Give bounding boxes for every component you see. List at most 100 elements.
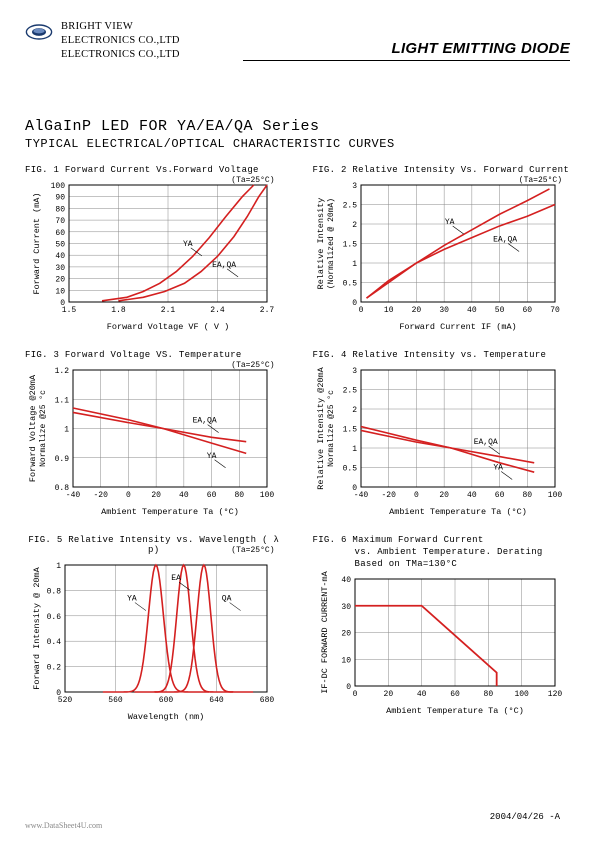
svg-text:2.7: 2.7 [260,306,275,315]
svg-text:2.5: 2.5 [342,201,357,210]
svg-text:0.4: 0.4 [47,638,62,647]
company-logo-icon [25,22,53,42]
svg-text:0: 0 [56,689,61,698]
svg-text:YA: YA [493,463,503,472]
sub-title: TYPICAL ELECTRICAL/OPTICAL CHARACTERISTI… [25,137,570,151]
svg-text:50: 50 [494,306,504,315]
svg-text:EA,QA: EA,QA [493,235,517,244]
svg-text:0: 0 [352,299,357,308]
svg-text:1.8: 1.8 [111,306,126,315]
svg-text:40: 40 [179,491,189,500]
svg-text:QA: QA [222,594,232,603]
fig3-chart: -40-200204060801000.80.911.11.2EA,QAYAAm… [25,362,275,517]
svg-text:0: 0 [352,690,357,699]
svg-text:80: 80 [483,690,493,699]
footer-date: 2004/04/26 -A [490,812,560,822]
svg-text:Wavelength (nm): Wavelength (nm) [128,712,205,722]
page: BRIGHT VIEW ELECTRONICS CO.,LTD ELECTRON… [0,0,595,742]
svg-text:2.4: 2.4 [210,306,225,315]
svg-text:0.5: 0.5 [342,279,357,288]
svg-text:-20: -20 [94,491,109,500]
svg-text:20: 20 [411,306,421,315]
svg-text:1: 1 [56,562,61,571]
svg-text:20: 20 [383,690,393,699]
svg-text:60: 60 [522,306,532,315]
svg-text:80: 80 [522,491,532,500]
fig5-ta: (Ta=25°C) [231,546,274,555]
svg-text:1.2: 1.2 [55,367,70,376]
svg-text:40: 40 [341,576,351,585]
svg-text:90: 90 [55,193,65,202]
header-rule [243,60,570,61]
svg-text:0.6: 0.6 [47,612,62,621]
svg-text:60: 60 [207,491,217,500]
svg-text:680: 680 [260,696,275,705]
svg-text:10: 10 [55,287,65,296]
svg-text:0.8: 0.8 [55,484,70,493]
svg-text:80: 80 [234,491,244,500]
svg-text:100: 100 [51,182,66,191]
svg-text:3: 3 [352,182,357,191]
svg-text:1: 1 [352,445,357,454]
fig4-title: FIG. 4 Relative Intensity vs. Temperatur… [313,350,571,360]
svg-text:100: 100 [514,690,529,699]
fig4-cell: FIG. 4 Relative Intensity vs. Temperatur… [313,350,571,517]
fig2-chart: 01020304050607000.511.522.53YAEA,QAForwa… [313,177,563,332]
fig3-cell: FIG. 3 Forward Voltage VS. Temperature (… [25,350,283,517]
svg-text:30: 30 [55,263,65,272]
svg-text:30: 30 [341,602,351,611]
svg-text:40: 40 [416,690,426,699]
fig1-ta: (Ta=25°C) [231,176,274,185]
svg-text:Ambient Temperature Ta (°C): Ambient Temperature Ta (°C) [101,507,239,517]
svg-text:EA,QA: EA,QA [473,438,497,447]
fig6-title3: Based on TMa=130°C [355,559,571,569]
svg-text:EA,QA: EA,QA [193,416,217,425]
svg-text:YA: YA [207,451,217,460]
svg-text:0: 0 [60,299,65,308]
svg-text:Relative Intensity: Relative Intensity [316,197,326,289]
svg-text:YA: YA [127,594,137,603]
svg-text:20: 20 [341,629,351,638]
fig1-title: FIG. 1 Forward Current Vs.Forward Voltag… [25,165,283,175]
svg-text:2.1: 2.1 [161,306,176,315]
company-line1: BRIGHT VIEW [61,20,180,34]
svg-text:0: 0 [346,683,351,692]
svg-text:10: 10 [383,306,393,315]
product-title: LIGHT EMITTING DIODE [392,40,571,57]
svg-text:0: 0 [358,306,363,315]
svg-text:1: 1 [64,425,69,434]
svg-text:YA: YA [183,239,193,248]
fig6-cell: FIG. 6 Maximum Forward Current vs. Ambie… [313,535,571,722]
svg-text:1.5: 1.5 [342,240,357,249]
svg-text:Forward Current (mA): Forward Current (mA) [32,192,42,294]
fig2-ta: (Ta=25°C) [519,176,562,185]
fig6-chart: 020406080100120010203040Ambient Temperat… [313,571,563,716]
svg-text:40: 40 [467,306,477,315]
fig4-chart: -40-2002040608010000.511.522.53EA,QAYAAm… [313,362,563,517]
fig6-title1: FIG. 6 Maximum Forward Current [313,535,571,545]
svg-text:1.5: 1.5 [342,425,357,434]
svg-text:IF-DC FORWARD CURRENT-mA: IF-DC FORWARD CURRENT-mA [320,571,330,694]
svg-text:60: 60 [494,491,504,500]
fig5-cell: FIG. 5 Relative Intensity vs. Wavelength… [25,535,283,722]
svg-text:600: 600 [159,696,174,705]
svg-text:60: 60 [450,690,460,699]
fig5-chart: 52056060064068000.20.40.60.81YAEAQAWavel… [25,557,275,722]
svg-text:YA: YA [444,218,454,227]
svg-text:Ambient Temperature Ta (°C): Ambient Temperature Ta (°C) [386,706,524,716]
svg-text:100: 100 [260,491,275,500]
svg-text:0: 0 [352,484,357,493]
svg-text:3: 3 [352,367,357,376]
svg-text:100: 100 [547,491,562,500]
svg-text:(Normalized @ 20mA): (Normalized @ 20mA) [327,197,336,288]
svg-text:Relative Intensity @20mA: Relative Intensity @20mA [316,366,326,489]
svg-text:2.5: 2.5 [342,386,357,395]
svg-text:Forward Intensity @ 20mA: Forward Intensity @ 20mA [32,566,42,689]
svg-text:20: 20 [151,491,161,500]
svg-text:640: 640 [209,696,224,705]
svg-text:20: 20 [439,491,449,500]
svg-text:2: 2 [352,221,357,230]
svg-text:0.9: 0.9 [55,454,70,463]
svg-text:0.2: 0.2 [47,663,62,672]
svg-text:30: 30 [439,306,449,315]
